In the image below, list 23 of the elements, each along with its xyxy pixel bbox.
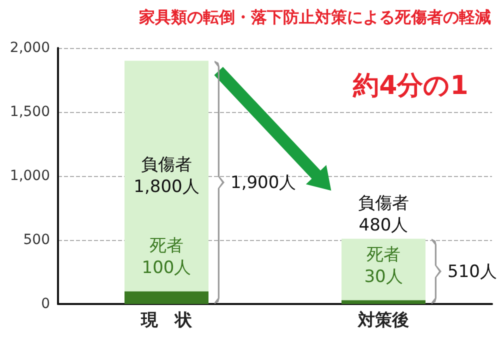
y-tick-label: 0 xyxy=(41,296,50,312)
bar xyxy=(342,300,426,304)
y-tick-label: 1,500 xyxy=(10,104,50,120)
text: 死者 xyxy=(150,236,184,256)
y-tick-label: 2,000 xyxy=(10,40,50,56)
annotation: 約4分の1 xyxy=(353,70,468,104)
bar xyxy=(124,291,208,304)
total-label: 1,900人 xyxy=(230,172,296,194)
text: 死者 xyxy=(366,245,400,266)
y-tick-label: 500 xyxy=(23,232,50,248)
total-label: 510人 xyxy=(448,261,497,284)
series-label: 負傷者 xyxy=(141,155,192,175)
x-tick-label: 対策後 xyxy=(357,310,409,330)
text: 負傷者 xyxy=(358,194,409,214)
data-label: 1,800人 xyxy=(134,177,200,197)
chart-title: 家具類の転倒・落下防止対策による死傷者の軽減 xyxy=(138,8,491,26)
data-label: 30人 xyxy=(364,267,403,288)
data-label: 480人 xyxy=(358,216,408,236)
bar xyxy=(342,238,426,300)
x-tick-label: 現 状 xyxy=(140,310,193,330)
data-label: 100人 xyxy=(142,258,192,278)
y-tick-label: 1,000 xyxy=(10,168,50,184)
bar xyxy=(124,60,208,292)
